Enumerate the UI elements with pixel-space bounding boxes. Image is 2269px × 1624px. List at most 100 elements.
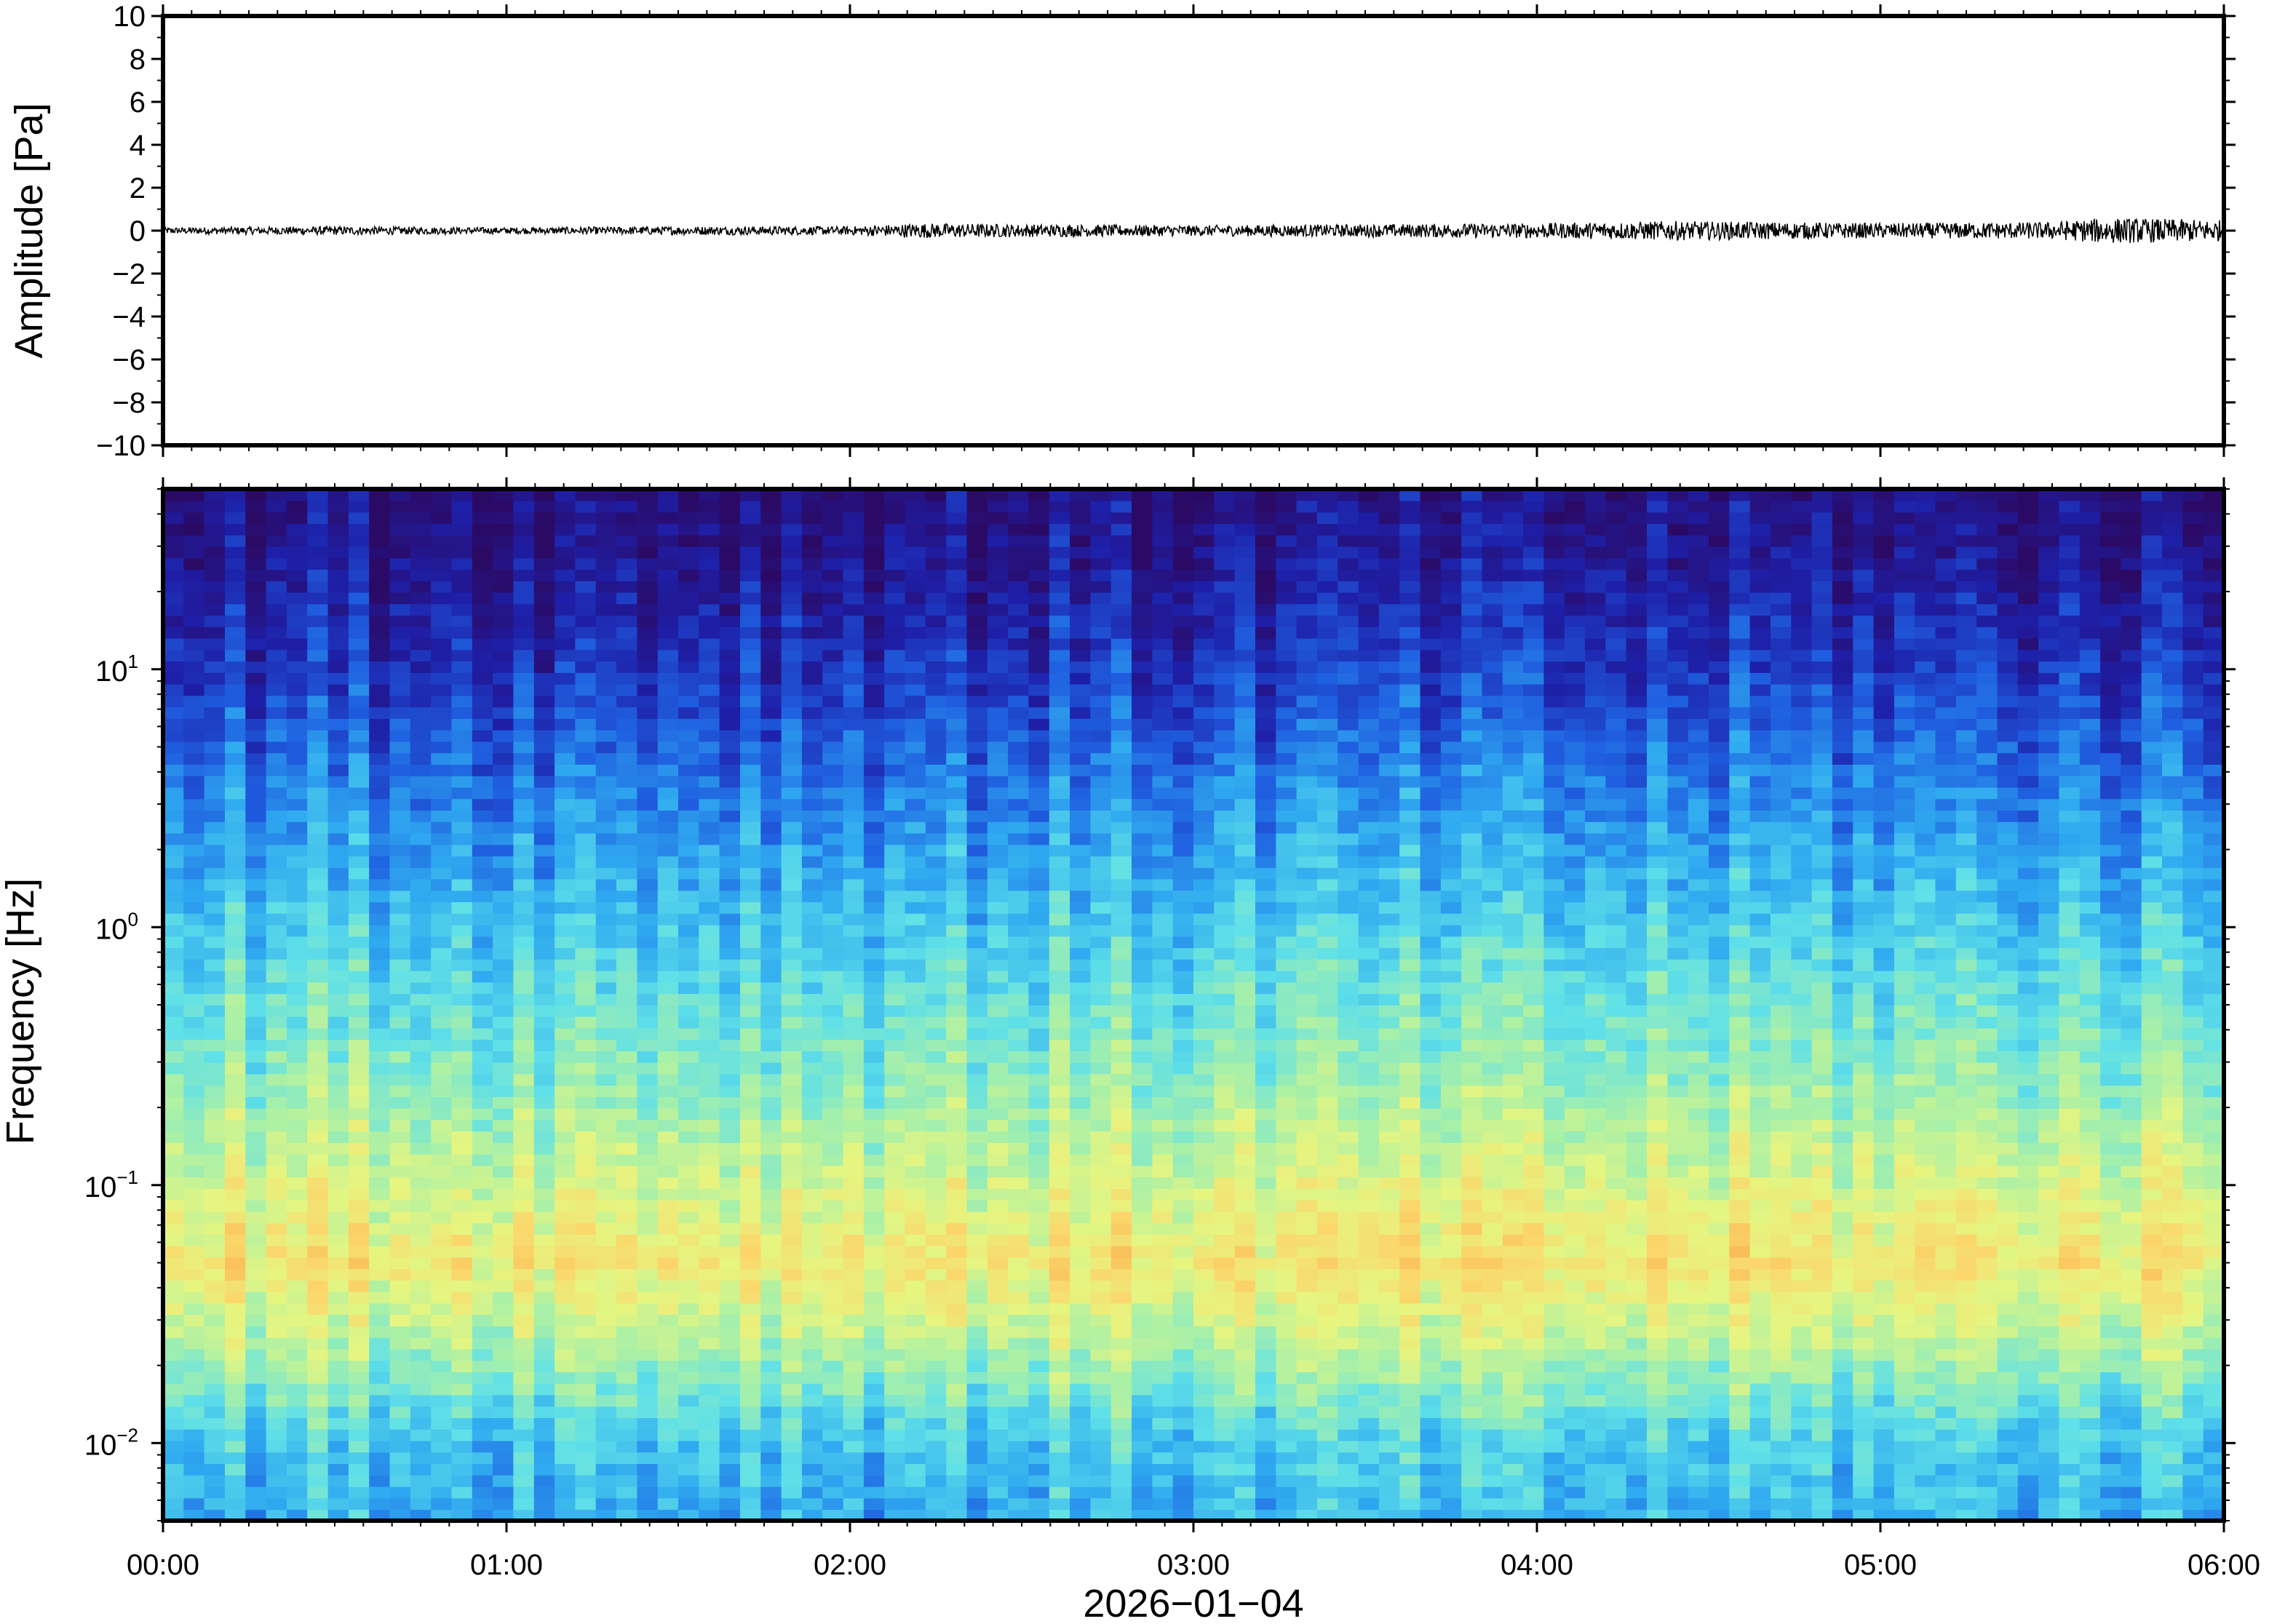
spectrogram-cell: [1626, 1360, 1648, 1372]
spectrogram-cell: [1894, 1165, 1915, 1178]
spectrogram-cell: [1358, 1429, 1380, 1441]
spectrogram-cell: [204, 1073, 226, 1086]
spectrogram-cell: [1234, 1417, 1256, 1430]
spectrogram-cell: [1110, 1440, 1132, 1453]
spectrogram-cell: [493, 1326, 514, 1338]
spectrogram-cell: [575, 1497, 597, 1510]
spectrogram-cell: [1420, 1406, 1442, 1418]
spectrogram-cell: [1358, 1085, 1380, 1097]
spectrogram-cell: [1853, 993, 1875, 1006]
spectrogram-cell: [1811, 1302, 1833, 1315]
spectrogram-cell: [307, 1165, 329, 1178]
spectrogram-cell: [1605, 1382, 1627, 1396]
spectrogram-cell: [1873, 1291, 1895, 1304]
spectrogram-cell: [987, 1497, 1009, 1510]
spectrogram-cell: [905, 1440, 926, 1453]
spectrogram-cell: [1193, 1142, 1215, 1155]
spectrogram-cell: [1543, 1107, 1565, 1121]
spectrogram-cell: [1997, 982, 2019, 995]
spectrogram-cell: [1915, 1509, 1936, 1521]
spectrogram-cell: [1647, 1073, 1669, 1086]
spectrogram-cell: [1090, 1051, 1112, 1063]
spectrogram-cell: [1585, 993, 1607, 1006]
spectrogram-cell: [1647, 1188, 1669, 1201]
spectrogram-cell: [1709, 1199, 1730, 1212]
spectrogram-cell: [637, 1096, 659, 1109]
spectrogram-cell: [1873, 1234, 1895, 1246]
spectrogram-cell: [1440, 1051, 1462, 1063]
spectrogram-cell: [2203, 1452, 2225, 1465]
spectrogram-cell: [1482, 1440, 1503, 1453]
spectrogram-cell: [1667, 1257, 1689, 1270]
spectrogram-cell: [1955, 1372, 1977, 1384]
spectrogram-cell: [1008, 1280, 1030, 1292]
spectrogram-cell: [513, 1096, 535, 1109]
spectrogram-cell: [801, 1268, 823, 1281]
spectrogram-cell: [2141, 1406, 2163, 1418]
spectrogram-cell: [1935, 1280, 1957, 1292]
spectrogram-cell: [884, 1188, 906, 1201]
spectrogram-cell: [1008, 1406, 1030, 1418]
spectrogram-cell: [1564, 1302, 1586, 1315]
spectrogram-cell: [1955, 1291, 1977, 1304]
spectrogram-cell: [1296, 1486, 1318, 1499]
spectrogram-cell: [1296, 1429, 1318, 1441]
spectrogram-cell: [884, 1268, 906, 1281]
spectrogram-cell: [1172, 1085, 1194, 1097]
spectrogram-cell: [493, 1107, 514, 1121]
spectrogram-cell: [327, 993, 349, 1006]
spectrogram-cell: [472, 1486, 493, 1499]
spectrogram-cell: [1132, 1302, 1153, 1315]
spectrogram-cell: [843, 1417, 865, 1430]
spectrogram-cell: [348, 1142, 370, 1155]
spectrogram-cell: [369, 1372, 391, 1384]
spectrogram-cell: [1049, 1245, 1070, 1258]
spectrogram-cell: [1316, 970, 1338, 983]
spectrogram-cell: [595, 1360, 617, 1372]
spectrogram-cell: [1008, 1452, 1030, 1465]
spectrogram-cell: [781, 1199, 803, 1212]
spectrogram-cell: [616, 1245, 638, 1258]
spectrogram-cell: [1502, 1326, 1524, 1338]
spectrogram-cell: [225, 1062, 247, 1075]
spectrogram-cell: [1832, 970, 1853, 983]
spectrogram-cell: [327, 1337, 349, 1350]
spectrogram-cell: [2059, 1211, 2081, 1224]
spectrogram-cell: [1976, 1406, 1998, 1418]
spectrogram-cell: [575, 1509, 597, 1521]
spectrogram-cell: [555, 1005, 576, 1017]
spectrogram-cell: [410, 1406, 432, 1418]
spectrogram-cell: [1399, 1085, 1421, 1097]
spectrogram-cell: [2203, 1463, 2225, 1476]
spectrogram-cell: [1853, 1005, 1875, 1017]
spectrogram-cell: [760, 1509, 782, 1521]
spectrogram-cell: [533, 1199, 555, 1212]
spectrogram-cell: [1729, 1475, 1751, 1487]
spectrogram-cell: [1338, 1486, 1359, 1499]
spectrogram-cell: [1090, 1096, 1112, 1109]
spectrogram-cell: [1585, 1486, 1607, 1499]
spectrogram-cell: [2203, 1153, 2225, 1166]
spectrogram-cell: [1049, 1440, 1070, 1453]
spectrogram-cell: [1585, 1337, 1607, 1350]
spectrogram-cell: [1771, 1222, 1792, 1235]
spectrogram-cell: [286, 1073, 308, 1086]
spectrogram-cell: [1296, 1382, 1318, 1396]
spectrogram-cell: [163, 1051, 185, 1063]
spectrogram-cell: [410, 1211, 432, 1224]
spectrogram-cell: [1008, 1486, 1030, 1499]
spectrogram-cell: [472, 1257, 493, 1270]
spectrogram-cell: [740, 1348, 762, 1361]
spectrogram-cell: [1688, 1452, 1709, 1465]
spectrogram-cell: [2038, 1142, 2060, 1155]
spectrogram-cell: [1070, 1291, 1092, 1304]
spectrogram-cell: [2203, 1337, 2225, 1350]
spectrogram-cell: [1358, 982, 1380, 995]
spectrogram-cell: [1070, 1360, 1092, 1372]
spectrogram-cell: [225, 1452, 247, 1465]
spectrogram-cell: [1832, 1062, 1853, 1075]
spectrogram-cell: [2059, 1394, 2081, 1407]
spectrogram-cell: [1255, 1222, 1277, 1235]
spectrogram-cell: [1688, 1291, 1709, 1304]
spectrogram-cell: [2059, 993, 2081, 1006]
